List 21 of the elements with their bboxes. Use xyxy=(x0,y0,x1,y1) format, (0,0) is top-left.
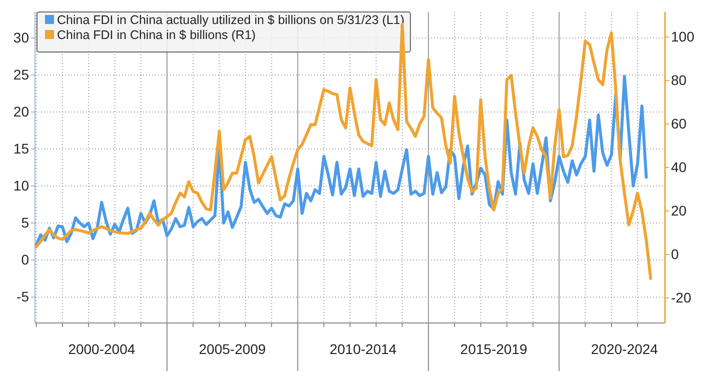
x-tick-label: 2010-2014 xyxy=(330,341,397,357)
y-tick-label: 15 xyxy=(13,140,30,156)
y-tick-label: 25 xyxy=(13,66,30,82)
y2-tick-label: 80 xyxy=(671,72,687,88)
y-tick-label: 10 xyxy=(13,177,30,194)
y-tick-label: 20 xyxy=(13,103,30,120)
legend-label: China FDI in China in $ billions (R1) xyxy=(57,28,256,42)
x-tick-label: 2005-2009 xyxy=(198,341,266,357)
y2-tick-label: 0 xyxy=(671,246,679,262)
y2-tick-label: 40 xyxy=(671,158,687,175)
y-tick-label: 30 xyxy=(13,29,30,46)
y2-tick-label: 100 xyxy=(671,28,695,44)
x-tick-label: 2015-2019 xyxy=(460,341,528,357)
x-tick-label: 2000-2004 xyxy=(68,341,136,357)
y-tick-label: 0 xyxy=(21,252,30,268)
y2-tick-label: 20 xyxy=(671,202,687,218)
y2-tick-label: 60 xyxy=(671,115,687,132)
x-tick-label: 2020-2024 xyxy=(591,341,658,357)
y-tick-label: 5 xyxy=(21,214,30,231)
y2-tick-label: -20 xyxy=(671,289,692,306)
y-tick-label: -5 xyxy=(16,288,30,305)
